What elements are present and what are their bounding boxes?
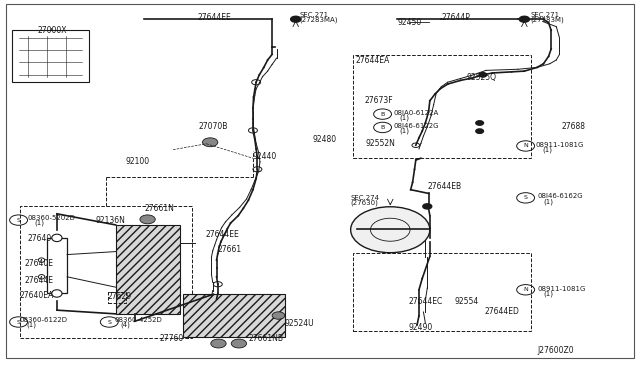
Text: 08I46-6162G: 08I46-6162G [537,193,583,199]
Ellipse shape [52,234,62,241]
Circle shape [351,207,430,253]
Circle shape [423,204,432,209]
Circle shape [248,128,257,133]
Ellipse shape [38,275,45,279]
Text: 08360-4252D: 08360-4252D [115,317,162,323]
Circle shape [211,339,226,348]
Circle shape [519,16,529,22]
Text: 27000X: 27000X [38,26,67,35]
Circle shape [252,80,260,85]
Circle shape [140,215,156,224]
Text: 92554: 92554 [454,297,478,306]
Text: (4): (4) [121,322,131,328]
Text: 92450: 92450 [398,19,422,28]
Bar [47,238,67,294]
Text: (27283M): (27283M) [531,17,564,23]
Text: 27673F: 27673F [365,96,394,105]
Text: (1): (1) [543,198,554,205]
Circle shape [272,312,285,319]
Text: 08360-5202D: 08360-5202D [28,215,76,221]
Text: (27283MA): (27283MA) [300,17,338,23]
Text: N: N [524,144,528,148]
Bar [353,253,531,331]
Text: 08911-1081G: 08911-1081G [536,142,584,148]
Text: 27640: 27640 [28,234,52,243]
Text: 92524U: 92524U [285,319,314,328]
Text: 27760: 27760 [159,334,183,343]
Bar [182,294,285,337]
Text: 27688: 27688 [561,122,586,131]
Bar [353,55,531,158]
Text: N: N [524,287,528,292]
Text: 08911-1081G: 08911-1081G [537,286,586,292]
Text: 27640EA: 27640EA [20,291,54,300]
Text: (1): (1) [34,220,44,226]
Text: B: B [380,125,385,130]
Bar [116,225,179,314]
Text: SEC.274: SEC.274 [351,195,380,201]
Ellipse shape [38,258,45,262]
Text: SEC.271: SEC.271 [300,12,329,18]
Text: 27644EA: 27644EA [355,56,389,65]
Text: (1): (1) [26,322,36,328]
Text: (27630): (27630) [351,199,378,206]
Text: 92490: 92490 [408,323,433,332]
Text: 27629: 27629 [108,292,132,301]
Text: S: S [108,320,111,324]
Text: 08I46-6122G: 08I46-6122G [394,123,439,129]
Text: 92136N: 92136N [95,216,125,225]
Text: SEC.271: SEC.271 [531,12,560,18]
Circle shape [253,167,262,172]
Text: 27644E: 27644E [25,276,54,285]
Circle shape [231,339,246,348]
Bar [20,206,192,338]
Text: 27661NB: 27661NB [248,334,284,343]
Text: 08360-6122D: 08360-6122D [20,317,68,323]
Text: 92480: 92480 [312,135,337,144]
Circle shape [412,143,420,147]
Text: 27644EE: 27644EE [205,230,239,239]
Text: S: S [17,320,20,324]
Text: (1): (1) [400,114,410,121]
Text: J27600Z0: J27600Z0 [537,346,573,355]
Text: 27661: 27661 [218,245,242,254]
Circle shape [476,121,483,125]
Bar [108,292,126,303]
Text: (1): (1) [543,291,554,298]
Circle shape [479,73,486,77]
Text: (1): (1) [542,147,552,153]
Bar [12,31,89,82]
Text: 27644EB: 27644EB [428,182,461,191]
Circle shape [476,129,483,134]
Text: 92440: 92440 [253,152,277,161]
Circle shape [202,138,218,147]
Text: S: S [524,195,527,201]
Text: B: B [380,112,385,116]
Circle shape [291,16,301,22]
Text: 27644P: 27644P [442,13,470,22]
Text: 08IA0-6122A: 08IA0-6122A [394,110,438,116]
Circle shape [213,282,222,287]
Ellipse shape [52,290,62,297]
Text: (1): (1) [400,128,410,134]
Text: 92552N: 92552N [366,139,396,148]
Text: 27661N: 27661N [145,204,174,213]
Text: 27644EE: 27644EE [198,13,232,22]
Text: 27640E: 27640E [25,259,54,268]
Text: 27644ED: 27644ED [484,307,520,316]
Text: S: S [17,218,20,222]
Text: 27644EC: 27644EC [408,297,442,306]
Text: 27070B: 27070B [198,122,228,131]
Text: 92525Q: 92525Q [467,73,497,82]
Text: 92100: 92100 [125,157,149,166]
